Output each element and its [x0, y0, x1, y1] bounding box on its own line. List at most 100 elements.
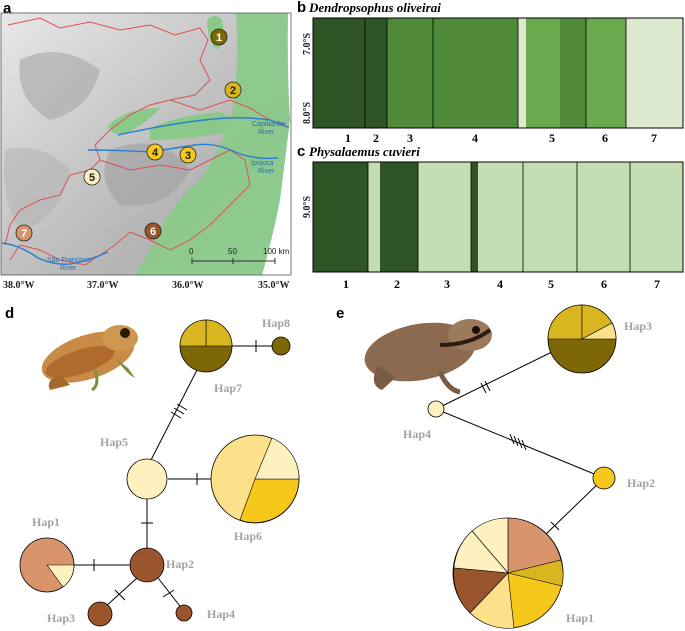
ocean: [262, 13, 291, 275]
pop-label: 3: [407, 131, 413, 145]
hap-label: Hap2: [627, 476, 655, 490]
structure-bar: [626, 18, 683, 128]
structure-bar: [577, 162, 630, 272]
hap1-node: [452, 517, 564, 629]
pop-label: 6: [602, 131, 608, 145]
pop-label: 6: [601, 277, 607, 291]
site-marker: 6: [144, 222, 162, 240]
hap-label: Hap4: [207, 607, 235, 621]
panel-d-network: d: [5, 305, 300, 627]
panel-a-map: a Capibaribe River Ipojuca: [0, 0, 292, 291]
svg-text:0: 0: [189, 247, 194, 256]
mutation-tick: [176, 403, 188, 411]
panel-b-structure: b Dendropsophus oliveirai 7.0°S 8.0°S 1 …: [297, 0, 684, 145]
pop-label: 3: [444, 277, 450, 291]
mutation-tick: [550, 521, 560, 531]
scale-bar: 0 50 100 km: [189, 247, 290, 264]
hap7-node: [179, 319, 233, 373]
frog-photo-physalaemus: [364, 319, 492, 395]
mutation-tick: [521, 439, 527, 451]
river-label: River: [258, 168, 275, 175]
hap-label: Hap2: [166, 557, 194, 571]
structure-bar: [526, 18, 560, 128]
forest-patch-2: [108, 108, 160, 135]
pop-label: 5: [549, 131, 555, 145]
network-edge: [103, 577, 138, 609]
river-label: River: [60, 265, 77, 272]
hap4-node: [427, 400, 445, 418]
structure-plot-b: [312, 17, 684, 129]
structure-bar: [433, 18, 518, 128]
site-marker: 7: [15, 224, 33, 242]
panel-e-network: e: [336, 304, 655, 629]
hap-label: Hap6: [234, 529, 262, 543]
forest-area: [135, 13, 291, 275]
lon-label: 38.0°W: [3, 280, 35, 291]
hap4-node: [175, 604, 193, 622]
site-marker: 1: [210, 28, 228, 46]
river-label: River: [258, 129, 275, 136]
hap-label: Hap1: [566, 611, 594, 625]
mutation-tick: [509, 433, 515, 445]
mutation-tick: [517, 437, 523, 449]
structure-bar: [523, 162, 577, 272]
pop-label: 1: [345, 131, 351, 145]
panel-c-structure: c Physalaemus cuvieri 9.0°S 1 2 3 4 5 6 …: [297, 143, 684, 291]
svg-text:50: 50: [228, 247, 237, 256]
pop-label: 7: [654, 277, 660, 291]
mutation-tick: [484, 380, 491, 392]
frog-photo-dendropsophus: [41, 325, 138, 392]
hap6-node: [210, 434, 300, 524]
structure-plot-c: [312, 161, 684, 273]
pop-label: 2: [394, 277, 400, 291]
mutation-tick: [173, 407, 185, 415]
svg-text:5: 5: [89, 172, 95, 184]
hap-label: Hap3: [624, 319, 652, 333]
structure-bar: [518, 18, 526, 128]
pop-label: 4: [472, 131, 478, 145]
hap2-node: [592, 466, 616, 490]
pop-label: 7: [651, 131, 657, 145]
mutation-tick: [114, 589, 126, 601]
mutation-tick: [480, 382, 487, 394]
lon-label: 37.0°W: [87, 280, 119, 291]
pop-label: 4: [497, 277, 503, 291]
structure-bar: [586, 18, 626, 128]
site-marker: 5: [83, 168, 101, 186]
structure-bar: [630, 162, 683, 272]
structure-bar: [368, 162, 380, 272]
mutation-tick: [162, 589, 175, 598]
network-edge: [150, 369, 198, 461]
network-edge: [544, 477, 605, 536]
hap-label: Hap7: [214, 381, 242, 395]
hap-label: Hap3: [47, 611, 75, 625]
panel-b-label: b: [297, 0, 306, 16]
mutation-tick: [170, 411, 182, 419]
hap8-node: [271, 336, 291, 356]
panel-a-label: a: [3, 0, 12, 17]
structure-bar: [365, 18, 387, 128]
hap5-node: [126, 458, 168, 500]
mutation-tick: [513, 435, 519, 447]
structure-bar: [313, 18, 365, 128]
river-label: São Francisco: [47, 257, 92, 264]
hap3-node: [547, 304, 617, 374]
svg-text:100 km: 100 km: [263, 247, 290, 256]
network-edge: [435, 349, 557, 410]
lat-label: 9.0°S: [302, 196, 313, 218]
pop-label: 2: [373, 131, 379, 145]
structure-bar: [380, 162, 418, 272]
lat-label: 8.0°S: [302, 102, 313, 124]
hap-label: Hap4: [403, 427, 431, 441]
river-capibaribe: [117, 117, 291, 136]
site-marker: 4: [146, 143, 164, 161]
river-ipojuca: [87, 143, 279, 160]
structure-bar: [418, 162, 471, 272]
site-marker: 2: [224, 81, 242, 99]
panel-e-label: e: [336, 305, 344, 322]
lat-label: 7.0°S: [302, 33, 313, 55]
site-marker: 3: [179, 146, 197, 164]
panel-d-label: d: [5, 305, 14, 322]
relief-patch: [104, 143, 190, 206]
relief-patch: [19, 52, 100, 120]
